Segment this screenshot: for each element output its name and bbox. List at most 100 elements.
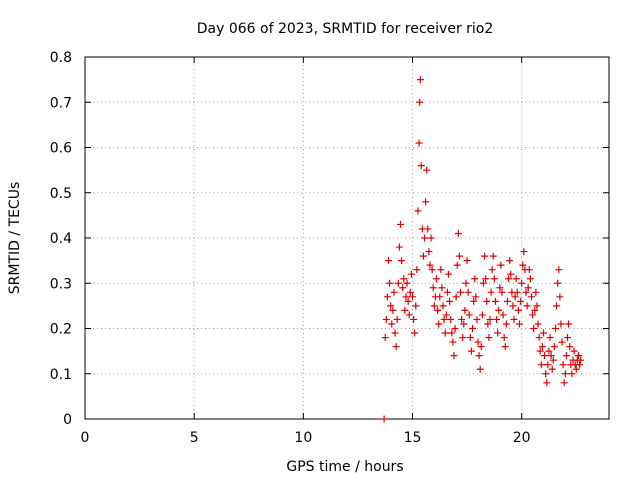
data-point xyxy=(549,356,557,364)
data-point xyxy=(398,257,406,265)
data-point xyxy=(545,347,553,355)
data-point xyxy=(474,338,482,346)
data-point xyxy=(387,302,395,310)
data-point xyxy=(405,311,413,319)
data-point xyxy=(572,365,580,373)
data-point xyxy=(509,302,517,310)
data-point xyxy=(412,302,420,310)
y-tick-label: 0.7 xyxy=(50,95,72,111)
data-point xyxy=(526,275,534,283)
data-point xyxy=(394,279,402,287)
data-point xyxy=(493,315,501,323)
data-point xyxy=(470,297,478,305)
data-point xyxy=(469,325,477,332)
data-point xyxy=(452,293,460,301)
data-point xyxy=(409,293,416,301)
data-point xyxy=(576,361,584,369)
data-point xyxy=(538,343,546,351)
data-point xyxy=(417,162,425,170)
data-point xyxy=(450,352,458,360)
data-point xyxy=(536,347,544,355)
data-point xyxy=(458,315,466,323)
data-point xyxy=(443,288,451,296)
data-point xyxy=(446,297,454,305)
data-point xyxy=(502,320,510,328)
data-point xyxy=(426,261,434,269)
data-point xyxy=(517,297,525,305)
data-point xyxy=(381,334,389,342)
y-tick-label: 0.1 xyxy=(50,367,72,383)
data-point xyxy=(462,279,470,287)
data-point xyxy=(486,315,494,323)
data-point xyxy=(423,166,431,174)
data-point xyxy=(390,288,398,296)
data-point xyxy=(386,279,394,287)
data-point xyxy=(471,275,479,283)
data-point xyxy=(463,257,471,265)
data-point xyxy=(401,306,409,314)
x-tick-label: 10 xyxy=(294,430,312,446)
data-point xyxy=(514,306,522,314)
data-point xyxy=(445,270,453,278)
data-point xyxy=(560,379,568,387)
data-point xyxy=(483,297,491,305)
x-tick-label: 20 xyxy=(513,430,531,446)
data-point xyxy=(490,275,498,283)
x-tick-label: 0 xyxy=(81,430,90,446)
data-point xyxy=(497,261,505,269)
data-point xyxy=(507,270,515,278)
data-point xyxy=(479,279,487,287)
data-point xyxy=(425,248,433,256)
data-point xyxy=(419,252,427,260)
data-point xyxy=(404,297,412,305)
data-point xyxy=(396,220,404,228)
data-point xyxy=(399,284,407,292)
data-point xyxy=(413,266,421,274)
data-point xyxy=(564,334,572,342)
data-point xyxy=(448,329,456,337)
data-point xyxy=(440,315,448,323)
x-tick-label: 5 xyxy=(190,430,199,446)
data-point xyxy=(542,370,550,378)
data-point xyxy=(523,302,531,310)
data-point xyxy=(562,352,570,360)
data-point xyxy=(550,343,558,351)
data-point xyxy=(461,306,469,314)
data-point xyxy=(513,288,521,296)
x-axis-label: GPS time / hours xyxy=(286,459,403,475)
data-point xyxy=(496,284,504,292)
data-point xyxy=(498,288,506,296)
data-point xyxy=(485,334,493,342)
data-point xyxy=(505,275,513,283)
data-point xyxy=(447,315,455,323)
data-point xyxy=(428,266,436,274)
data-point xyxy=(488,266,496,274)
y-tick-label: 0.5 xyxy=(50,186,72,202)
plot-frame xyxy=(84,56,610,420)
data-point xyxy=(416,98,424,106)
data-point xyxy=(489,252,497,260)
data-point xyxy=(503,297,511,305)
data-point xyxy=(511,293,519,301)
data-point xyxy=(481,252,489,260)
data-point xyxy=(537,361,545,369)
data-point xyxy=(540,329,547,337)
data-point xyxy=(422,198,430,206)
data-point xyxy=(557,320,565,328)
data-point xyxy=(544,361,552,369)
data-point xyxy=(566,343,574,351)
y-tick-label: 0.4 xyxy=(50,231,72,247)
data-point xyxy=(459,334,467,342)
data-point xyxy=(411,329,419,337)
data-point xyxy=(501,343,509,351)
data-point xyxy=(525,266,533,274)
data-point xyxy=(561,370,569,378)
data-point xyxy=(395,243,403,251)
data-point xyxy=(439,302,447,310)
data-point xyxy=(416,76,424,84)
data-point xyxy=(574,352,582,360)
data-point xyxy=(407,270,415,278)
data-point xyxy=(475,352,483,360)
data-point xyxy=(548,365,556,373)
